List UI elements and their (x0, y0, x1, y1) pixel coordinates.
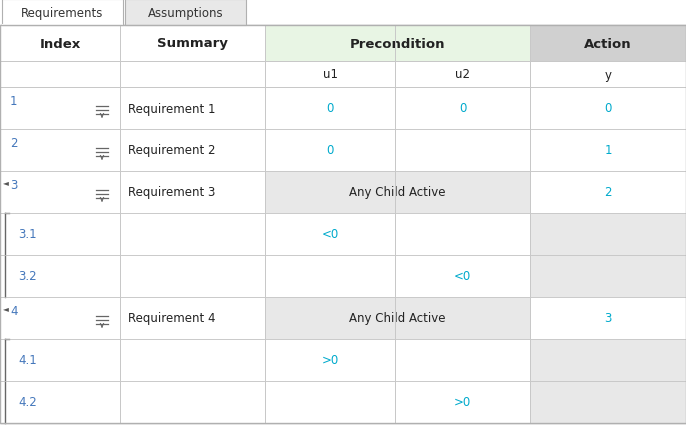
Text: u1: u1 (322, 68, 338, 81)
Bar (530, 339, 686, 381)
Bar (265, 256, 395, 297)
Bar (120, 213, 265, 256)
Bar (120, 62, 265, 88)
Text: >0: >0 (321, 354, 339, 367)
Bar (265, 339, 395, 381)
Bar (530, 62, 686, 88)
Text: Precondition: Precondition (350, 37, 445, 50)
Text: Requirement 2: Requirement 2 (128, 144, 215, 157)
Bar (395, 256, 530, 297)
Bar (0, 130, 120, 172)
Bar (0, 381, 120, 423)
Text: ◄: ◄ (3, 178, 9, 187)
Text: Action: Action (584, 37, 632, 50)
Text: 4.1: 4.1 (18, 354, 37, 367)
Text: Requirement 3: Requirement 3 (128, 186, 215, 199)
Text: 0: 0 (327, 144, 333, 157)
Bar (120, 297, 265, 339)
Text: 3.2: 3.2 (18, 270, 36, 283)
Bar (0, 26, 265, 62)
Bar (530, 256, 686, 297)
Bar (530, 88, 686, 130)
Bar (265, 62, 395, 88)
Text: Any Child Active: Any Child Active (349, 186, 446, 199)
Bar (530, 213, 686, 256)
Bar (0, 297, 120, 339)
Bar (120, 172, 265, 213)
Text: Any Child Active: Any Child Active (349, 312, 446, 325)
Text: 0: 0 (459, 102, 466, 115)
Bar (395, 213, 530, 256)
Bar (265, 88, 395, 130)
Text: 1: 1 (604, 144, 612, 157)
Text: Requirement 1: Requirement 1 (128, 102, 215, 115)
Bar (530, 381, 686, 423)
Text: 4.2: 4.2 (18, 396, 37, 409)
Text: >0: >0 (454, 396, 471, 409)
Text: 3: 3 (10, 178, 17, 192)
Bar (0, 213, 120, 256)
Bar (120, 381, 265, 423)
Text: 3: 3 (604, 312, 612, 325)
Bar (530, 297, 686, 339)
Bar (120, 88, 265, 130)
Text: u2: u2 (455, 68, 470, 81)
Bar (265, 381, 395, 423)
Bar (530, 172, 686, 213)
Text: 0: 0 (604, 102, 612, 115)
Text: 2: 2 (10, 137, 18, 150)
Text: Requirement 4: Requirement 4 (128, 312, 215, 325)
Bar (0, 339, 120, 381)
Text: 3.1: 3.1 (18, 228, 36, 241)
Bar (530, 26, 686, 62)
Bar (395, 88, 530, 130)
Bar (265, 130, 395, 172)
Bar (0, 172, 120, 213)
Text: 4: 4 (10, 304, 18, 317)
Text: Index: Index (39, 37, 81, 50)
Bar (265, 26, 530, 62)
Text: Assumptions: Assumptions (147, 6, 224, 20)
Text: <0: <0 (454, 270, 471, 283)
Text: Summary: Summary (157, 37, 228, 50)
Text: Requirements: Requirements (21, 6, 104, 20)
Bar (125, 0, 246, 26)
Bar (395, 62, 530, 88)
Text: 1: 1 (10, 95, 18, 108)
Bar (395, 130, 530, 172)
Bar (265, 213, 395, 256)
Bar (395, 381, 530, 423)
Bar (0, 256, 120, 297)
Bar (120, 256, 265, 297)
Bar (2, 0, 123, 26)
Text: ◄: ◄ (3, 303, 9, 312)
Bar (120, 130, 265, 172)
Bar (120, 339, 265, 381)
Bar (395, 339, 530, 381)
Bar (265, 297, 530, 339)
Text: y: y (604, 68, 611, 81)
Bar (0, 88, 120, 130)
Text: <0: <0 (321, 228, 339, 241)
Bar (530, 130, 686, 172)
Bar (265, 172, 530, 213)
Bar (0, 62, 120, 88)
Text: 0: 0 (327, 102, 333, 115)
Text: 2: 2 (604, 186, 612, 199)
